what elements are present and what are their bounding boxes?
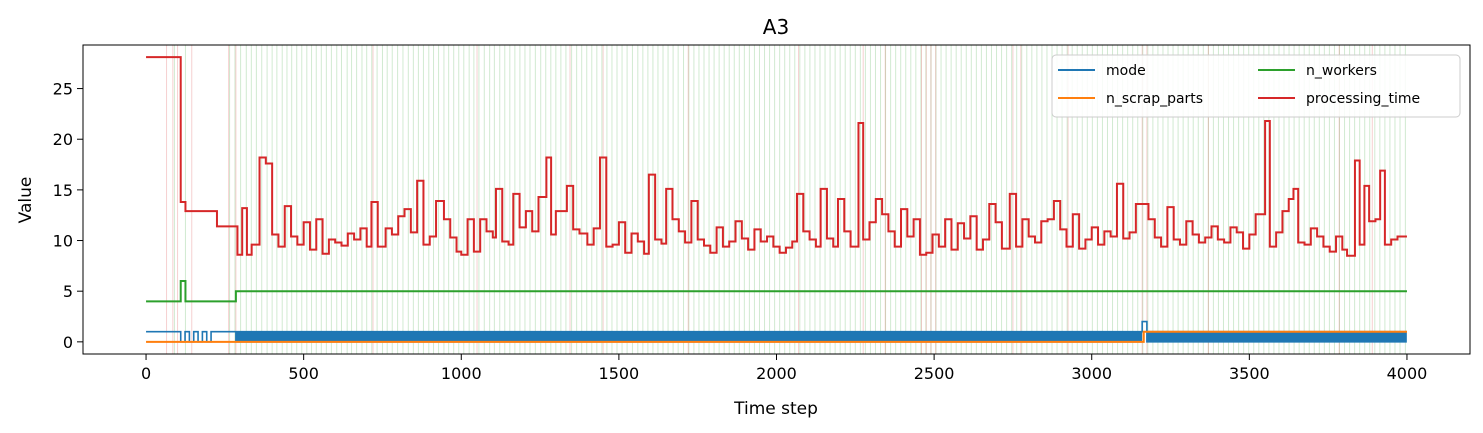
x-tick-label-2500: 2500 xyxy=(914,364,955,383)
legend-label-mode: mode xyxy=(1106,63,1146,79)
y-tick-label-0: 0 xyxy=(63,333,73,352)
y-tick-label-25: 25 xyxy=(53,80,73,99)
x-axis: 0 500 1000 1500 2000 2500 3000 3500 4000 xyxy=(141,354,1427,383)
y-tick-label-15: 15 xyxy=(53,181,73,200)
x-tick-label-2000: 2000 xyxy=(756,364,797,383)
x-axis-label: Time step xyxy=(733,399,818,419)
x-tick-label-3500: 3500 xyxy=(1229,364,1270,383)
event-lines xyxy=(166,45,1406,354)
x-tick-label-3000: 3000 xyxy=(1071,364,1112,383)
legend-box xyxy=(1051,54,1461,118)
y-tick-label-5: 5 xyxy=(63,282,73,301)
x-tick-label-0: 0 xyxy=(141,364,151,383)
y-axis: 0 5 10 15 20 25 xyxy=(53,80,83,352)
legend: mode n_scrap_parts n_workers processing_… xyxy=(1051,54,1461,118)
series-line-n-scrap-parts xyxy=(146,330,1407,343)
series-line-n-workers xyxy=(146,280,1407,303)
y-tick-label-10: 10 xyxy=(53,232,73,251)
legend-label-n-scrap-parts: n_scrap_parts xyxy=(1106,91,1203,107)
y-axis-label: Value xyxy=(16,177,36,224)
series-group xyxy=(146,56,1407,343)
x-tick-label-1000: 1000 xyxy=(441,364,482,383)
x-tick-label-1500: 1500 xyxy=(599,364,640,383)
y-tick-label-20: 20 xyxy=(53,130,73,149)
x-tick-label-4000: 4000 xyxy=(1387,364,1428,383)
series-line-processing-time xyxy=(146,56,1407,257)
series-line-mode xyxy=(146,320,1407,343)
x-tick-label-500: 500 xyxy=(288,364,319,383)
chart-title: A3 xyxy=(763,15,789,39)
legend-label-n-workers: n_workers xyxy=(1306,63,1377,79)
legend-label-processing-time: processing_time xyxy=(1306,91,1420,107)
